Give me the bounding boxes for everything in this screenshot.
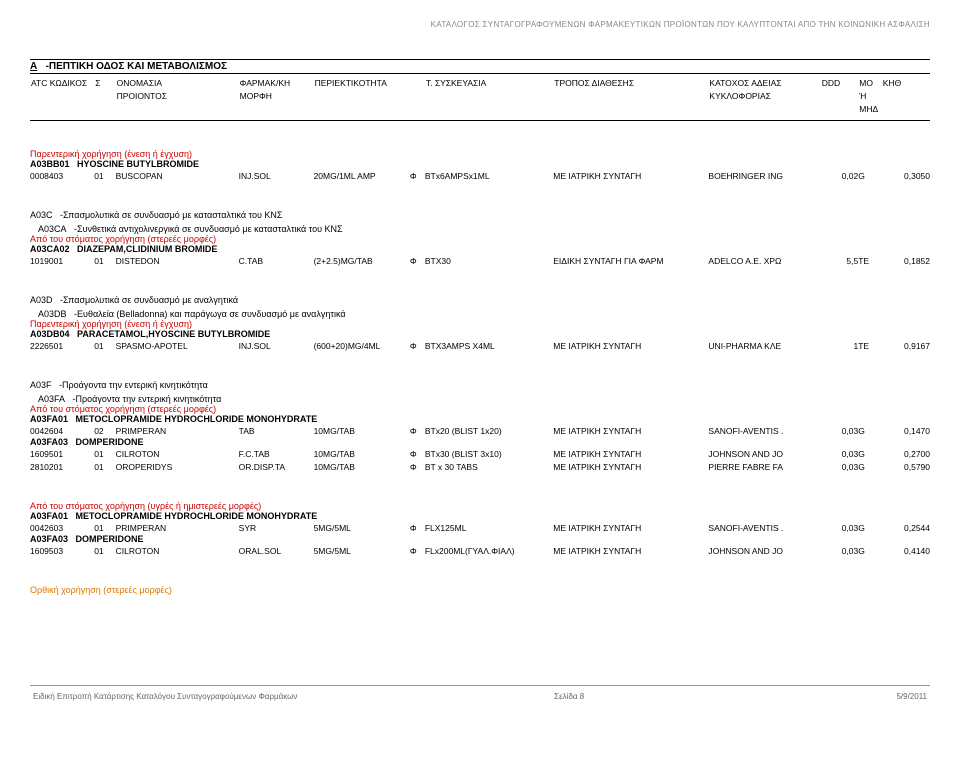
drug-name: PARACETAMOL,HYOSCINE BUTYLBROMIDE [77, 329, 270, 339]
table-row: 160950101 CILROTONF.C.TAB 10MG/TABΦ BTx3… [30, 448, 930, 460]
drug-name: DOMPERIDONE [76, 534, 144, 544]
section-title: -ΠΕΠΤΙΚΗ ΟΔΟΣ ΚΑΙ ΜΕΤΑΒΟΛΙΣΜΟΣ [46, 61, 227, 72]
drug-code: A03FA01 [30, 414, 68, 424]
table-row: 004260301 PRIMPERANSYR 5MG/5MLΦ FLX125ML… [30, 522, 930, 534]
route-label: Ορθική χορήγηση (στερεές μορφές) [30, 585, 930, 595]
hdr-form2: ΜΟΡΦΗ [240, 91, 272, 101]
drug-name: METOCLOPRAMIDE HYDROCHLORIDE MONOHYDRATE [76, 414, 318, 424]
table-row: 222650101 SPASMO-APOTELINJ.SOL (600+20)M… [30, 340, 930, 352]
page-header: ΚΑΤΑΛΟΓΟΣ ΣΥΝΤΑΓΟΓΡΑΦΟΥΜΕΝΩΝ ΦΑΡΜΑΚΕΥΤΙΚ… [30, 20, 930, 29]
route-label: Από του στόματος χορήγηση (στερεές μορφέ… [30, 234, 930, 244]
hdr-name: ΟΝΟΜΑΣΙΑ [117, 78, 162, 88]
subgroup-title: -Συνθετικά αντιχολινεργικά σε συνδυασμό … [74, 224, 343, 234]
group-title: -Προάγοντα την εντερική κινητικότητα [59, 380, 208, 390]
hdr-pack: Τ. ΣΥΣΚΕΥΑΣΙΑ [426, 78, 487, 88]
hdr-atc: ATC ΚΩΔΙΚΟΣ [31, 78, 87, 88]
hdr-hold: ΚΑΤΟΧΟΣ ΑΔΕΙΑΣ [709, 78, 781, 88]
hdr-str: ΠΕΡΙΕΚΤΙΚΟΤΗΤΑ [315, 78, 387, 88]
hdr-hold2: ΚΥΚΛΟΦΟΡΙΑΣ [709, 91, 770, 101]
subgroup-code: A03FA [38, 394, 65, 404]
hdr-seq: Σ [95, 78, 100, 88]
block-a03bb01: Παρεντερική χορήγηση (ένεση ή έγχυση) A0… [30, 149, 930, 182]
route-label: Παρεντερική χορήγηση (ένεση ή έγχυση) [30, 319, 930, 329]
footer-left: Ειδική Επιτροπή Κατάρτισης Καταλόγου Συν… [32, 691, 433, 702]
drug-name: DOMPERIDONE [76, 437, 144, 447]
subgroup-code: A03DB [38, 309, 67, 319]
footer-center: Σελίδα 8 [435, 691, 703, 702]
group-code: A03D [30, 295, 53, 305]
hdr-name2: ΠΡΟΙΟΝΤΟΣ [117, 91, 167, 101]
footer-right: 5/9/2011 [705, 691, 928, 702]
subgroup-title: -Προάγοντα την εντερική κινητικότητα [73, 394, 222, 404]
drug-code: A03FA03 [30, 437, 68, 447]
table-row: 101900101 DISTEDONC.TAB (2+2.5)MG/TABΦ B… [30, 255, 930, 267]
page-footer: Ειδική Επιτροπή Κατάρτισης Καταλόγου Συν… [30, 685, 930, 704]
hdr-unit2: Ή ΜΗΔ [859, 91, 878, 114]
hdr-unit: MO [859, 78, 873, 88]
block-liquid: Από του στόματος χορήγηση (υγρές ή ημιστ… [30, 501, 930, 557]
hdr-disp: ΤΡΟΠΟΣ ΔΙΑΘΕΣΗΣ [554, 78, 634, 88]
drug-name: HYOSCINE BUTYLBROMIDE [77, 159, 199, 169]
column-headers: ATC ΚΩΔΙΚΟΣ Σ ΟΝΟΜΑΣΙΑ ΠΡΟΙΟΝΤΟΣ ΦΑΡΜΑΚ/Κ… [30, 74, 930, 121]
drug-code: A03FA03 [30, 534, 68, 544]
hdr-ddd: DDD [822, 78, 840, 88]
table-row: 281020101 OROPERIDYSOR.DISP.TA 10MG/TABΦ… [30, 461, 930, 473]
group-title: -Σπασμολυτικά σε συνδυασμό με κατασταλτι… [60, 210, 282, 220]
subgroup-code: A03CA [38, 224, 67, 234]
drug-code: A03BB01 [30, 159, 70, 169]
subgroup-title: -Ευθαλεία (Belladonna) και παράγωγα σε σ… [74, 309, 346, 319]
group-code: A03C [30, 210, 53, 220]
route-label: Από του στόματος χορήγηση (στερεές μορφέ… [30, 404, 930, 414]
hdr-form: ΦΑΡΜΑΚ/ΚΗ [240, 78, 290, 88]
hdr-price: ΚΗΘ [883, 78, 901, 88]
block-a03f: A03F -Προάγοντα την εντερική κινητικότητ… [30, 380, 930, 473]
table-row: 000840301 BUSCOPANINJ.SOL 20MG/1ML AMPΦ … [30, 170, 930, 182]
drug-code: A03CA02 [30, 244, 70, 254]
drug-code: A03FA01 [30, 511, 68, 521]
drug-name: DIAZEPAM,CLIDINIUM BROMIDE [77, 244, 217, 254]
block-a03d: A03D -Σπασμολυτικά σε συνδυασμό με αναλγ… [30, 295, 930, 352]
block-a03c: A03C -Σπασμολυτικά σε συνδυασμό με κατασ… [30, 210, 930, 267]
table-row: 004260402 PRIMPERANTAB 10MG/TABΦ BTx20 (… [30, 425, 930, 437]
section-bar: A -ΠΕΠΤΙΚΗ ΟΔΟΣ ΚΑΙ ΜΕΤΑΒΟΛΙΣΜΟΣ [30, 59, 930, 74]
drug-code: A03DB04 [30, 329, 70, 339]
route-label: Από του στόματος χορήγηση (υγρές ή ημιστ… [30, 501, 930, 511]
group-title: -Σπασμολυτικά σε συνδυασμό με αναλγητικά [60, 295, 238, 305]
section-code: A [30, 61, 37, 72]
block-rectal: Ορθική χορήγηση (στερεές μορφές) [30, 585, 930, 595]
table-row: 160950301 CILROTONORAL.SOL 5MG/5MLΦ FLx2… [30, 545, 930, 557]
route-label: Παρεντερική χορήγηση (ένεση ή έγχυση) [30, 149, 930, 159]
group-code: A03F [30, 380, 52, 390]
drug-name: METOCLOPRAMIDE HYDROCHLORIDE MONOHYDRATE [76, 511, 318, 521]
